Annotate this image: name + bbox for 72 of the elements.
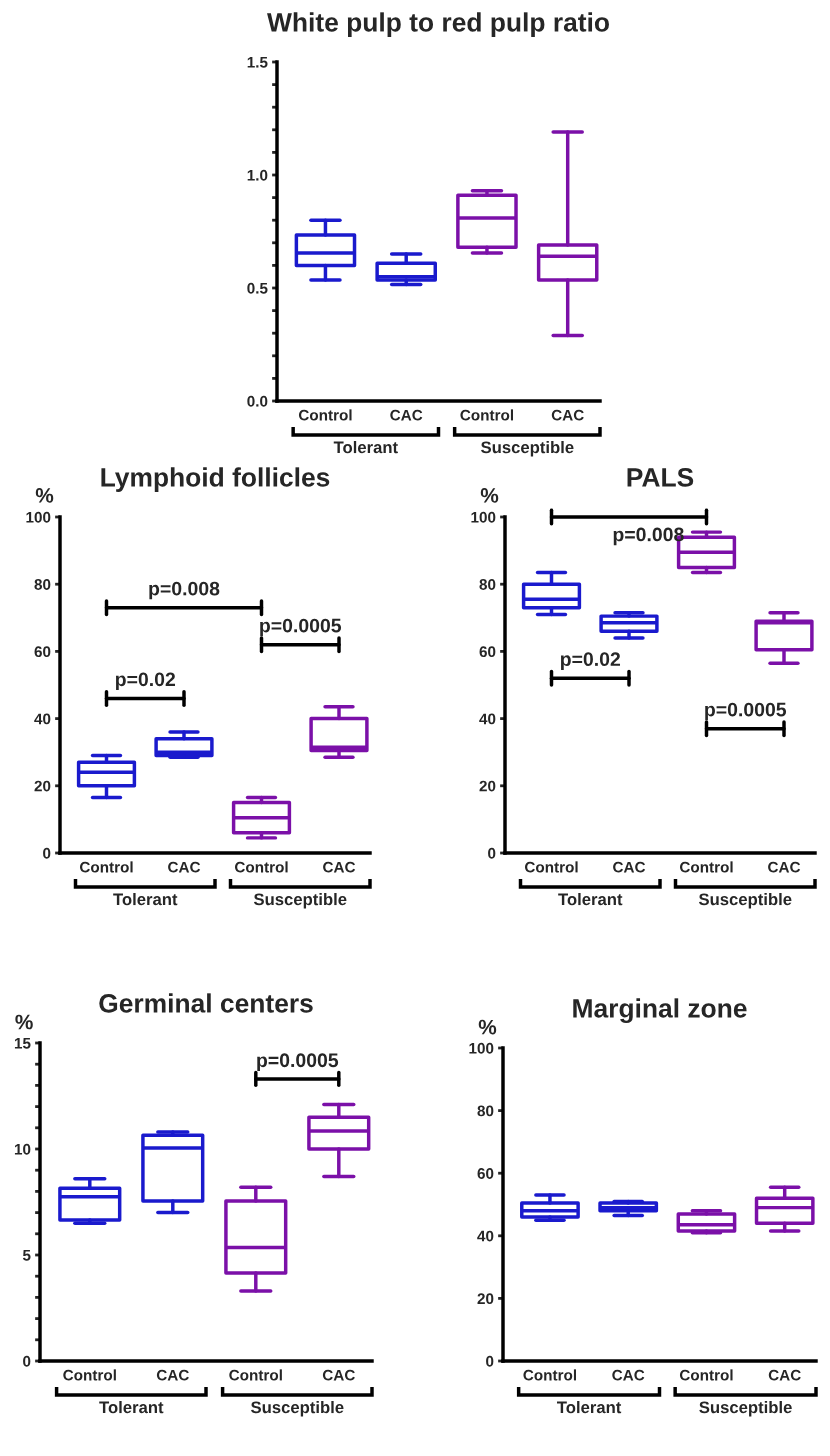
annotation: p=0.008 [149, 581, 220, 600]
x-tick-label: Control [79, 861, 133, 873]
text: Tolerant [99, 1401, 164, 1414]
y-tick-label: 10 [14, 1143, 31, 1155]
y-tick-label: 80 [34, 579, 51, 590]
text: Susceptible [698, 893, 792, 909]
x-tick-label: CAC [322, 1369, 355, 1381]
x-tick-label: Control [679, 861, 733, 873]
y-tick-label: 60 [477, 1168, 494, 1179]
text: Tolerant [113, 893, 178, 906]
y-tick-label: 0 [488, 847, 496, 859]
y-axis-title: % [15, 1014, 33, 1030]
y-tick-label: 0 [23, 1355, 31, 1367]
y-tick-label: 20 [34, 780, 51, 792]
x-tick-label: CAC [390, 409, 423, 421]
x-tick-label: CAC [156, 1369, 189, 1381]
annotation: p=0.0005 [257, 1053, 339, 1071]
y-tick-label: 15 [14, 1038, 31, 1049]
y-tick-label: 0 [486, 1355, 494, 1367]
chart-title: Marginal zone [573, 998, 747, 1024]
y-tick-label: 0.5 [247, 282, 268, 294]
chart-title: PALS [627, 468, 694, 487]
y-tick-label: 100 [26, 511, 51, 523]
x-tick-label: CAC [551, 409, 584, 421]
y-tick-label: 80 [479, 579, 496, 590]
y-axis-title: % [35, 488, 54, 503]
x-tick-label: Control [523, 1369, 577, 1381]
y-tick-label: 40 [34, 713, 51, 725]
x-tick-label: CAC [323, 861, 356, 873]
annotation: p=0.0005 [260, 618, 342, 637]
y-tick-label: 1.0 [247, 169, 268, 181]
annotation: p=0.02 [561, 652, 621, 670]
text: Tolerant [557, 1401, 622, 1414]
x-tick-label: CAC [768, 861, 801, 873]
x-tick-label: Control [679, 1369, 733, 1381]
y-tick-label: 20 [477, 1293, 494, 1305]
x-tick-label: Control [298, 409, 352, 421]
text: Tolerant [558, 893, 623, 906]
y-tick-label: 60 [34, 646, 51, 658]
y-tick-label: 5 [22, 1250, 31, 1261]
annotation: p=0.02 [116, 672, 176, 691]
x-tick-label: CAC [768, 1369, 801, 1381]
x-tick-label: Control [63, 1369, 116, 1381]
y-tick-label: 60 [479, 646, 496, 658]
annotation: p=0.0005 [705, 702, 787, 721]
x-tick-label: Control [460, 409, 514, 421]
x-tick-label: CAC [612, 1369, 645, 1381]
chart-title: Germinal centers [99, 993, 313, 1013]
text: Susceptible [699, 1401, 792, 1417]
text: Tolerant [333, 441, 398, 454]
y-tick-label: 40 [479, 713, 496, 725]
x-tick-label: CAC [168, 861, 201, 873]
chart-title: White pulp to red pulp ratio [267, 12, 609, 37]
text: Susceptible [253, 893, 347, 909]
y-tick-label: 100 [471, 511, 496, 523]
text: Susceptible [481, 441, 574, 457]
y-tick-label: 1.5 [247, 57, 268, 68]
x-tick-label: Control [234, 861, 288, 873]
x-tick-label: Control [229, 1369, 282, 1381]
x-tick-label: Control [524, 861, 578, 873]
annotation: p=0.008 [613, 527, 684, 546]
y-tick-label: 100 [469, 1042, 494, 1054]
y-tick-label: 0.0 [247, 395, 268, 407]
y-tick-label: 40 [477, 1230, 494, 1242]
y-axis-title: % [480, 488, 499, 503]
y-tick-label: 20 [479, 780, 496, 792]
x-tick-label: CAC [613, 861, 646, 873]
y-tick-label: 0 [43, 847, 51, 859]
y-axis-title: % [478, 1019, 497, 1035]
text: Susceptible [251, 1401, 344, 1417]
chart-title: Lymphoid follicles [101, 467, 330, 492]
y-tick-label: 80 [477, 1105, 494, 1117]
